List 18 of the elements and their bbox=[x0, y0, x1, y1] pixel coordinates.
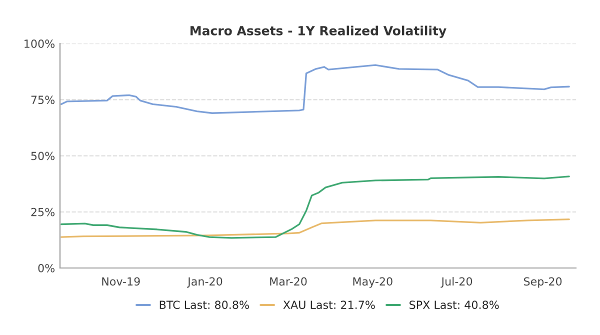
x-tick-label: Nov-19 bbox=[102, 277, 140, 286]
x-tick-label: Jan-20 bbox=[187, 277, 222, 288]
x-tick-label: Sep-20 bbox=[524, 277, 562, 288]
y-tick-label: 50% bbox=[31, 152, 55, 160]
x-tick-label: Jul-20 bbox=[440, 277, 472, 288]
line-series bbox=[60, 218, 570, 238]
line-series bbox=[60, 64, 570, 114]
x-tick-label: Mar-20 bbox=[270, 277, 307, 286]
legend-label: XAU Last: 21.7% bbox=[283, 300, 375, 310]
y-tick-label: 100% bbox=[24, 40, 55, 48]
line-series bbox=[60, 176, 570, 239]
chart-title: Macro Assets - 1Y Realized Volatility bbox=[190, 26, 446, 38]
y-tick-label: 75% bbox=[31, 96, 55, 104]
legend-label: SPX Last: 40.8% bbox=[410, 300, 499, 310]
y-tick-label: 0% bbox=[38, 264, 55, 272]
y-tick-label: 25% bbox=[31, 208, 55, 216]
legend-label: BTC Last: 80.8% bbox=[160, 300, 249, 310]
x-tick-label: May-20 bbox=[353, 277, 392, 288]
